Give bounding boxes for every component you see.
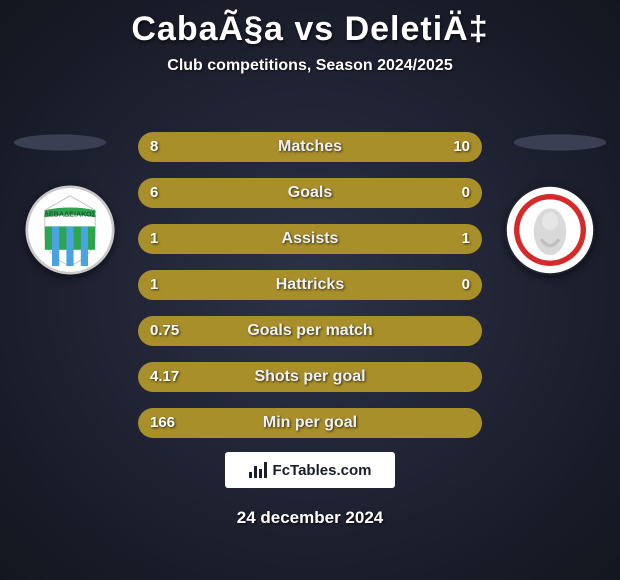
stat-value-left: 6 <box>150 178 158 208</box>
pitch-shadow-left <box>11 134 109 150</box>
page-title: CabaÃ§a vs DeletiÄ‡ <box>0 10 620 49</box>
brand-text: FcTables.com <box>273 462 372 479</box>
stat-label: Goals per match <box>138 316 482 346</box>
stat-row: Goals6 0 <box>138 178 482 208</box>
brand-box[interactable]: FcTables.com <box>225 452 395 488</box>
stat-value-right: 0 <box>462 178 470 208</box>
pitch-shadow-right <box>511 134 609 150</box>
club-badge-right <box>505 185 595 275</box>
footer-date: 24 december 2024 <box>0 508 620 528</box>
stat-value-left: 0.75 <box>150 316 179 346</box>
stat-label: Shots per goal <box>138 362 482 392</box>
stat-value-left: 1 <box>150 270 158 300</box>
levadiakos-crest-icon: ΛΕΒΑΔΕΙΑΚΟΣ <box>25 185 115 275</box>
stat-label: Assists <box>138 224 482 254</box>
stat-value-left: 4.17 <box>150 362 179 392</box>
stat-label: Min per goal <box>138 408 482 438</box>
stat-value-right: 0 <box>462 270 470 300</box>
panserraikos-crest-icon <box>505 185 595 275</box>
club-badge-left: ΛΕΒΑΔΕΙΑΚΟΣ <box>25 185 115 275</box>
stat-row: Hattricks1 0 <box>138 270 482 300</box>
stat-label: Goals <box>138 178 482 208</box>
stat-value-left: 8 <box>150 132 158 162</box>
bars-chart-icon <box>249 462 267 478</box>
stat-row: Min per goal166 <box>138 408 482 438</box>
stat-label: Hattricks <box>138 270 482 300</box>
stat-value-left: 166 <box>150 408 175 438</box>
stats-container: Matches810Goals60Assists11Hattricks10Goa… <box>138 132 482 454</box>
stat-value-right: 10 <box>453 132 470 162</box>
stat-value-left: 1 <box>150 224 158 254</box>
stat-label: Matches <box>138 132 482 162</box>
svg-text:ΛΕΒΑΔΕΙΑΚΟΣ: ΛΕΒΑΔΕΙΑΚΟΣ <box>44 210 97 219</box>
page-subtitle: Club competitions, Season 2024/2025 <box>0 57 620 75</box>
stat-value-right: 1 <box>462 224 470 254</box>
stat-row: Goals per match0.75 <box>138 316 482 346</box>
stat-row: Matches8 10 <box>138 132 482 162</box>
stat-row: Shots per goal4.17 <box>138 362 482 392</box>
stat-row: Assists1 1 <box>138 224 482 254</box>
